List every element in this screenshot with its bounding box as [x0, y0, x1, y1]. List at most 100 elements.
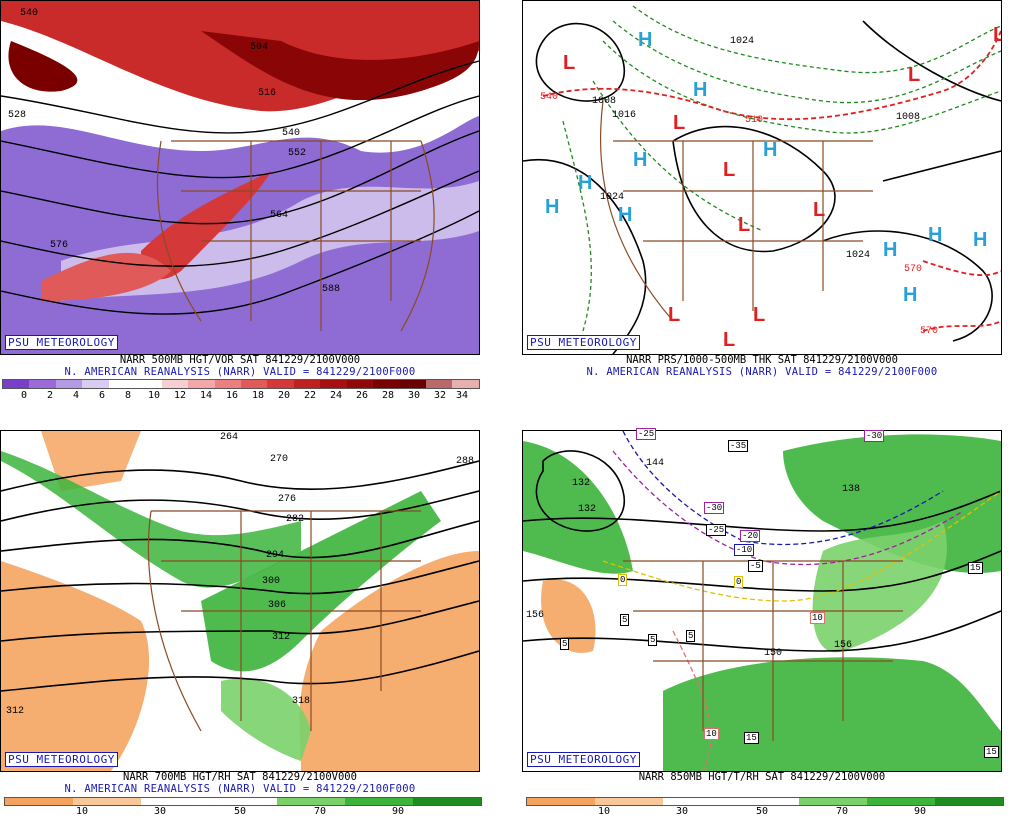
psu-logo: PSU METEOROLOGY — [5, 752, 118, 767]
map-500mb-svg — [1, 1, 479, 354]
panel-subtitle: N. AMERICAN REANALYSIS (NARR) VALID = 84… — [64, 783, 416, 795]
high-center-label: H — [883, 239, 897, 261]
cbar-label: 30 — [153, 806, 167, 817]
panel-700mb-rh: PSU METEOROLOGY NARR 700MB HGT/RH SAT 84… — [0, 430, 480, 810]
cbar-label: 34 — [455, 390, 469, 401]
cbar-label: 18 — [251, 390, 265, 401]
height-contours — [1, 60, 479, 315]
map-500mb-vorticity: PSU METEOROLOGY — [0, 0, 480, 355]
cbar-label: 26 — [355, 390, 369, 401]
freezing-thickness — [542, 30, 1001, 332]
cbar-swatch — [214, 380, 241, 388]
cbar-label: 30 — [407, 390, 421, 401]
cbar-swatch — [161, 380, 189, 388]
cbar-swatch — [595, 798, 663, 805]
panel-500mb-vorticity: PSU METEOROLOGY NARR 500MB HGT/VOR SAT 8… — [0, 0, 480, 401]
dry-region-east — [299, 551, 479, 771]
high-center-label: H — [763, 139, 777, 161]
cbar-swatch — [29, 380, 56, 388]
panel-title: NARR 700MB HGT/RH SAT 841229/2100V000 — [123, 771, 357, 783]
cbar-label: 20 — [277, 390, 291, 401]
cbar-swatch — [345, 798, 413, 805]
cbar-label: 10 — [75, 806, 89, 817]
map-boundaries — [156, 140, 435, 332]
cbar-swatch — [240, 380, 268, 388]
panel-surface-thickness: L H H L H H H H H L L L L L H H H H L L — [522, 0, 1002, 380]
low-center-label: L — [563, 52, 575, 74]
cbar-label: 0 — [20, 390, 28, 401]
cbar-swatch — [935, 798, 1003, 805]
map-boundaries — [623, 560, 903, 741]
low-center-label: L — [723, 329, 735, 351]
low-center-label: L — [908, 64, 920, 86]
cbar-swatch — [55, 380, 83, 388]
cbar-label: 22 — [303, 390, 317, 401]
dry-region-north — [41, 431, 141, 491]
height-contours — [523, 450, 1001, 652]
cbar-swatch — [373, 380, 400, 388]
cbar-swatch — [399, 380, 426, 388]
high-center-label: H — [545, 196, 559, 218]
cbar-label: 90 — [391, 806, 405, 817]
cbar-label: 90 — [913, 806, 927, 817]
map-700mb-svg — [1, 431, 479, 771]
cbar-label: 70 — [313, 806, 327, 817]
psu-logo: PSU METEOROLOGY — [5, 335, 118, 350]
vorticity-band-trough — [141, 171, 271, 280]
panel-subtitle: N. AMERICAN REANALYSIS (NARR) VALID = 84… — [586, 366, 938, 378]
cbar-swatch — [731, 798, 799, 805]
vorticity-colorbar — [2, 379, 480, 389]
cbar-label: 10 — [597, 806, 611, 817]
moist-region-northeast — [783, 434, 1001, 573]
moist-region-northwest — [523, 441, 633, 574]
cbar-label: 28 — [381, 390, 395, 401]
vorticity-max-north-core — [8, 41, 78, 92]
cbar-swatch — [108, 380, 136, 388]
moist-band-south — [221, 678, 311, 761]
map-850mb-svg — [523, 431, 1001, 771]
cbar-swatch — [527, 798, 595, 805]
panel-title: NARR 850MB HGT/T/RH SAT 841229/2100V000 — [638, 771, 886, 783]
cbar-swatch — [73, 798, 141, 805]
cbar-label: 6 — [98, 390, 106, 401]
isobars — [523, 20, 1001, 354]
high-center-label: H — [638, 29, 652, 51]
rh700-colorbar-labels: 10 30 50 70 90 — [4, 806, 480, 818]
cbar-swatch — [346, 380, 374, 388]
dry-region-west — [1, 561, 150, 771]
rh850-colorbar — [526, 797, 1004, 806]
map-boundaries — [147, 510, 421, 732]
cbar-label: 50 — [755, 806, 769, 817]
dry-region-west — [541, 579, 596, 653]
cbar-swatch — [799, 798, 867, 805]
cbar-swatch — [426, 380, 453, 388]
cbar-label: 50 — [233, 806, 247, 817]
cbar-label: 16 — [225, 390, 239, 401]
panel-850mb-trh: PSU METEOROLOGY NARR 850MB HGT/T/RH SAT … — [522, 430, 1002, 810]
vorticity-max-ridge — [201, 31, 479, 101]
map-boundaries — [600, 100, 873, 322]
map-thickness-svg: L H H L H H H H H L L L L L H H H H L L — [523, 5, 1001, 354]
high-center-label: H — [693, 79, 707, 101]
cbar-swatch — [5, 798, 73, 805]
cbar-swatch — [413, 798, 481, 805]
cbar-label: 4 — [72, 390, 80, 401]
low-center-label: L — [723, 159, 735, 181]
map-surface-thickness: L H H L H H H H H L L L L L H H H H L L — [522, 0, 1002, 355]
panel-title: NARR 500MB HGT/VOR SAT 841229/2100V000 — [119, 354, 361, 366]
cbar-label: 24 — [329, 390, 343, 401]
low-center-label: L — [753, 304, 765, 326]
rh850-colorbar-labels: 10 30 50 70 90 — [526, 806, 1002, 818]
panel-title: NARR PRS/1000-500MB THK SAT 841229/2100V… — [626, 354, 898, 366]
cbar-label: 12 — [173, 390, 187, 401]
cbar-swatch — [663, 798, 731, 805]
cbar-label: 70 — [835, 806, 849, 817]
cbar-swatch — [267, 380, 294, 388]
cbar-swatch — [277, 798, 345, 805]
high-center-label: H — [973, 229, 987, 251]
cbar-swatch — [82, 380, 109, 388]
high-center-label: H — [633, 149, 647, 171]
high-center-label: H — [928, 224, 942, 246]
thickness-lines — [562, 5, 1001, 332]
cbar-label: 10 — [147, 390, 161, 401]
